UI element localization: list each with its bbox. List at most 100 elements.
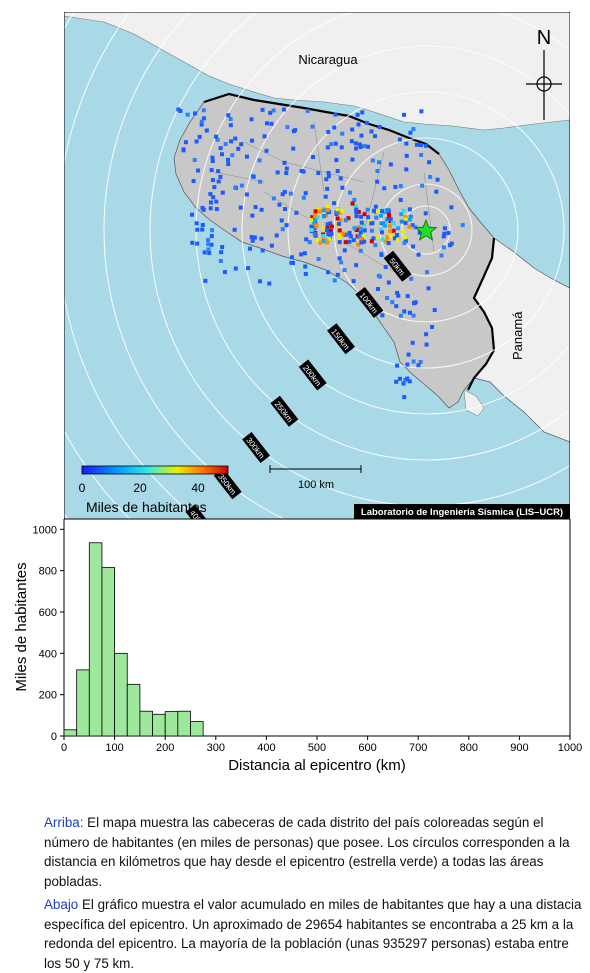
district-marker xyxy=(335,169,340,174)
district-marker xyxy=(183,140,188,145)
district-marker xyxy=(349,139,354,144)
district-marker xyxy=(239,183,244,188)
district-marker xyxy=(333,141,338,146)
district-marker xyxy=(357,142,362,147)
district-marker xyxy=(350,157,355,162)
district-marker xyxy=(439,253,444,258)
district-marker xyxy=(424,270,429,275)
district-marker xyxy=(362,143,367,148)
district-marker xyxy=(379,252,384,257)
district-marker xyxy=(190,240,195,245)
district-marker xyxy=(375,179,380,184)
x-tick-label: 100 xyxy=(105,742,123,754)
district-marker xyxy=(267,281,272,286)
district-marker xyxy=(325,208,330,213)
district-marker xyxy=(310,215,315,220)
district-marker xyxy=(199,122,204,127)
district-marker xyxy=(354,207,359,212)
district-marker xyxy=(178,108,183,113)
district-marker xyxy=(354,210,359,215)
histogram-bar xyxy=(63,729,78,737)
district-marker xyxy=(353,141,358,146)
ring-labels: 50km100km150km200km250km300km350km400km4… xyxy=(185,250,412,519)
district-marker xyxy=(264,148,269,153)
district-marker xyxy=(260,248,265,253)
district-marker xyxy=(337,256,342,261)
district-marker xyxy=(354,146,359,151)
district-marker xyxy=(355,112,360,117)
district-marker xyxy=(316,170,321,175)
district-marker xyxy=(424,342,429,347)
district-marker xyxy=(411,244,416,249)
x-tick-label: 400 xyxy=(257,742,275,754)
district-marker xyxy=(208,206,213,211)
district-marker xyxy=(343,232,348,237)
district-marker xyxy=(315,215,320,220)
district-marker xyxy=(373,204,378,209)
district-marker xyxy=(375,209,380,214)
district-marker xyxy=(372,134,377,139)
district-marker xyxy=(230,153,235,158)
district-marker xyxy=(193,111,198,116)
district-marker xyxy=(226,113,231,118)
district-marker xyxy=(220,190,225,195)
district-marker xyxy=(225,157,230,162)
district-marker xyxy=(401,229,406,234)
district-marker xyxy=(282,160,287,165)
district-marker xyxy=(219,250,224,255)
district-marker xyxy=(316,256,321,261)
district-marker xyxy=(412,301,417,306)
x-axis-ticks: 0 100 200 300 400 500 600 700 800 900 1000 xyxy=(61,736,582,754)
district-marker xyxy=(251,174,256,179)
district-marker xyxy=(423,211,428,216)
district-marker xyxy=(375,169,380,174)
histogram-bar xyxy=(139,710,153,737)
histogram-bars xyxy=(63,542,204,737)
district-marker xyxy=(289,255,294,260)
district-marker xyxy=(334,158,339,163)
district-marker xyxy=(336,221,341,226)
district-marker xyxy=(283,207,288,212)
district-marker xyxy=(402,395,407,400)
district-marker xyxy=(326,232,331,237)
district-marker xyxy=(325,222,330,227)
y-tick-label: 800 xyxy=(39,566,57,578)
district-marker xyxy=(395,237,400,242)
colorbar: 0 20 40 Miles de habitantes xyxy=(79,465,229,515)
district-marker xyxy=(346,216,351,221)
district-marker xyxy=(194,221,199,226)
district-marker xyxy=(313,218,318,223)
district-marker xyxy=(365,207,370,212)
district-marker xyxy=(414,142,419,147)
district-marker xyxy=(229,139,234,144)
district-marker xyxy=(250,213,255,218)
district-marker xyxy=(432,308,437,313)
district-marker xyxy=(403,377,408,382)
x-tick-label: 800 xyxy=(460,742,478,754)
scale-bar: 100 km xyxy=(269,465,362,491)
district-marker xyxy=(427,160,432,165)
histogram-bar xyxy=(76,669,90,737)
district-marker xyxy=(405,376,410,381)
district-marker xyxy=(379,230,384,235)
district-marker xyxy=(424,332,429,337)
district-marker xyxy=(210,228,215,233)
district-marker xyxy=(374,215,379,220)
district-marker xyxy=(369,129,374,134)
district-marker xyxy=(420,183,425,188)
district-marker xyxy=(390,220,395,225)
district-marker xyxy=(332,278,337,283)
district-marker xyxy=(303,191,308,196)
district-marker xyxy=(194,139,199,144)
district-marker xyxy=(310,124,315,129)
district-marker xyxy=(324,240,329,245)
district-marker xyxy=(285,125,290,130)
district-marker xyxy=(329,231,334,236)
ring-label-400km: 400km xyxy=(185,504,214,519)
district-marker xyxy=(222,270,227,275)
district-marker xyxy=(395,290,400,295)
district-marker xyxy=(299,252,304,257)
district-marker xyxy=(209,168,214,173)
district-marker xyxy=(232,227,237,232)
district-marker xyxy=(337,210,342,215)
